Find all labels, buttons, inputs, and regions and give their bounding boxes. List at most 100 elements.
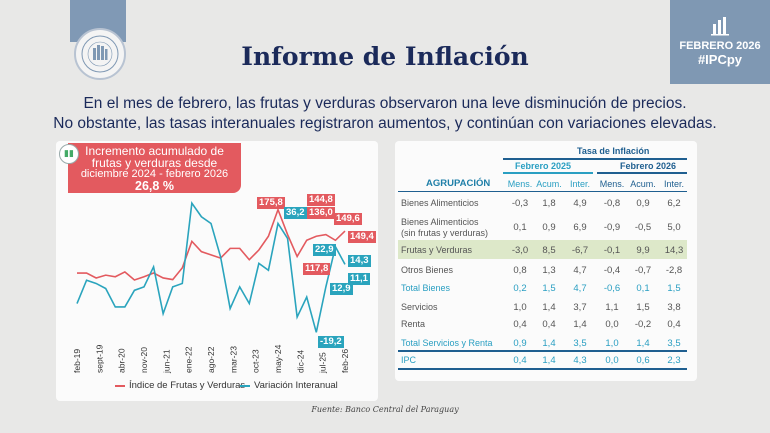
table-cell: 0,0 <box>605 355 619 366</box>
x-tick-label: dic-24 <box>295 350 305 373</box>
annotation-variation: 22,9 <box>313 244 336 256</box>
table-cell: 1,5 <box>542 283 556 294</box>
table-cell: 0,9 <box>542 222 556 233</box>
table-cell: 1,4 <box>636 338 650 349</box>
x-tick-label: oct-23 <box>251 349 261 373</box>
badge-month: FEBRERO 2026 <box>679 40 761 52</box>
divider <box>597 172 687 174</box>
x-tick-label: sept-19 <box>94 344 104 373</box>
line-chart: feb-19 sept-19 abr-20 nov-20 jun-21 ene-22 ago… <box>72 201 350 374</box>
x-tick-label: jun-21 <box>161 349 171 374</box>
table-cell: 3,7 <box>573 302 587 313</box>
divider <box>398 191 687 192</box>
table-cell: 1,4 <box>542 355 556 366</box>
table-cell: 3,5 <box>573 338 587 349</box>
annotation-index: 149,6 <box>334 213 362 225</box>
col-header: Inter. <box>569 179 590 189</box>
table-cell: 6,2 <box>667 198 681 209</box>
variation-line <box>76 201 346 333</box>
table-cell: -6,7 <box>571 245 589 256</box>
col-header: Acum. <box>536 179 562 189</box>
legend-variation: Variación Interanual <box>240 380 338 391</box>
table-cell: 0,9 <box>636 198 650 209</box>
page-title: Informe de Inflación <box>241 42 529 71</box>
table-cell: 4,3 <box>573 355 587 366</box>
table-cell: 1,4 <box>542 302 556 313</box>
row-label: Frutas y Verduras <box>401 245 473 255</box>
table-cell: 0,4 <box>542 319 556 330</box>
annotation-variation: 14,3 <box>348 255 371 267</box>
table-cell: -0,4 <box>603 265 621 276</box>
col-header: Inter. <box>663 179 684 189</box>
row-label: Bienes Alimenticios <box>401 217 479 227</box>
subtitle-line-1: En el mes de febrero, las frutas y verdu… <box>83 95 687 112</box>
table-cell: 1,0 <box>513 302 527 313</box>
table-cell: 2,3 <box>667 355 681 366</box>
annotation-index: 144,8 <box>307 194 335 206</box>
table-cell: -2,8 <box>665 265 683 276</box>
divider <box>398 350 687 352</box>
table-cell: 0,8 <box>513 265 527 276</box>
box-line-1: Incremento acumulado de <box>85 144 224 158</box>
x-tick-label: nov-20 <box>139 347 149 373</box>
group-2026: Febrero 2026 <box>620 161 677 171</box>
annotation-index: 136,0 <box>307 207 335 219</box>
table-cell: -0,2 <box>634 319 652 330</box>
table-cell: -0,6 <box>603 283 621 294</box>
box-value: 26,8 % <box>135 178 174 193</box>
box-line-3: diciembre 2024 - febrero 2026 <box>80 168 229 180</box>
table-cell: 4,9 <box>573 198 587 209</box>
highlight-row <box>398 240 687 259</box>
row-label: Total Bienes <box>401 283 451 293</box>
table-cell: 0,9 <box>513 338 527 349</box>
table-cell: 9,9 <box>636 245 650 256</box>
table-cell: -0,9 <box>603 222 621 233</box>
col-header-agrupacion: AGRUPACIÓN <box>426 178 491 189</box>
x-tick-label: feb-19 <box>72 349 82 373</box>
row-label: Servicios <box>401 302 438 312</box>
table-cell: 1,5 <box>667 283 681 294</box>
row-label: Bienes Alimenticios <box>401 198 479 208</box>
divider <box>503 172 593 174</box>
col-header: Mens. <box>599 179 625 189</box>
x-tick-label: jul-25 <box>318 352 328 374</box>
table-cell: 5,0 <box>667 222 681 233</box>
row-label: Renta <box>401 319 426 329</box>
table-cell: -0,7 <box>634 265 652 276</box>
x-tick-label: may-24 <box>273 344 283 373</box>
table-cell: 1,8 <box>542 198 556 209</box>
accumulated-increase-box: Incremento acumulado de frutas y verdura… <box>68 143 241 193</box>
annotation-variation: 11,1 <box>348 273 370 285</box>
table-cell: 0,4 <box>667 319 681 330</box>
subtitle-line-2: No obstante, las tasas interanuales regi… <box>53 115 717 132</box>
table-cell: 1,4 <box>573 319 587 330</box>
x-tick-label: mar-23 <box>228 346 238 373</box>
table-cell: 0,4 <box>513 319 527 330</box>
annotation-variation: 12,9 <box>330 283 353 295</box>
table-cell: -0,1 <box>603 245 621 256</box>
bar-chart-icon <box>670 16 770 36</box>
x-tick-label: ago-22 <box>206 346 216 373</box>
annotation-index: 149,4 <box>348 231 376 243</box>
table-cell: 3,5 <box>667 338 681 349</box>
table-cell: 0,1 <box>513 222 527 233</box>
table-cell: -3,0 <box>511 245 529 256</box>
annotation-variation: -19,2 <box>318 336 344 348</box>
annotation-index: 175,8 <box>257 197 285 209</box>
table-cell: 1,3 <box>542 265 556 276</box>
central-bank-logo <box>74 28 126 80</box>
annotation-index: 117,8 <box>303 263 331 275</box>
table-cell: 0,0 <box>605 319 619 330</box>
index-line <box>77 207 346 281</box>
table-cell: 1,1 <box>605 302 619 313</box>
table-cell: 0,6 <box>636 355 650 366</box>
table-cell: 0,2 <box>513 283 527 294</box>
divider <box>503 158 687 160</box>
table-cell: 0,1 <box>636 283 650 294</box>
x-tick-label: abr-20 <box>117 348 127 373</box>
table-cell: 3,8 <box>667 302 681 313</box>
table-cell: -0,8 <box>603 198 621 209</box>
col-header: Acum. <box>630 179 656 189</box>
table-cell: 6,9 <box>573 222 587 233</box>
row-label: IPC <box>401 355 417 365</box>
